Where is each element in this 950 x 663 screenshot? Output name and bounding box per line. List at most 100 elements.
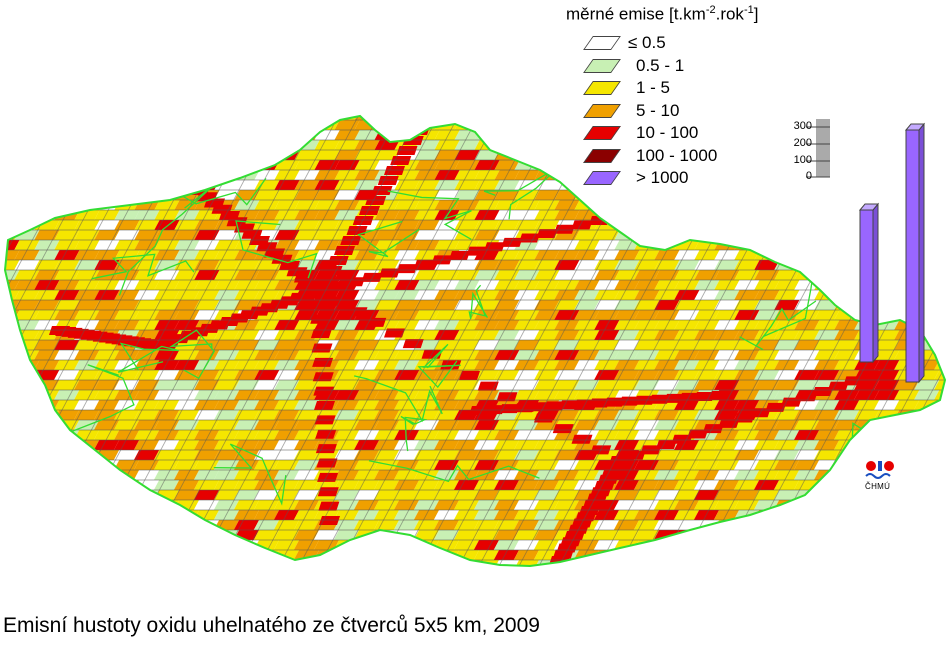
- grid-cell: [214, 120, 240, 130]
- grid-cell: [873, 540, 900, 550]
- grid-cell: [114, 170, 140, 180]
- grid-cell: [834, 220, 860, 230]
- grid-cell: [173, 550, 200, 560]
- grid-cell: [174, 170, 200, 180]
- grid-cell: [793, 520, 820, 530]
- grid-cell: [13, 450, 40, 460]
- grid-cell: [94, 116, 120, 120]
- grid-cell: [874, 160, 900, 170]
- grid-cell: [873, 510, 900, 520]
- grid-cell: [934, 260, 945, 270]
- grid-cell: [774, 230, 800, 240]
- grid-cell: [913, 560, 940, 566]
- grid-cell: [834, 570, 859, 580]
- grid-cell: [734, 180, 760, 190]
- grid-cell: [73, 480, 100, 490]
- grid-cell: [134, 140, 160, 150]
- grid-cell: [514, 570, 539, 580]
- grid-cell: [234, 140, 260, 150]
- grid-cell: [133, 500, 160, 510]
- grid-cell: [34, 130, 60, 140]
- grid-cell: [794, 220, 820, 230]
- legend-label: > 1000: [636, 168, 689, 187]
- grid-cell: [793, 510, 820, 520]
- grid-cell: [914, 570, 939, 580]
- grid-cell: [894, 116, 920, 120]
- grid-cell: [34, 570, 59, 580]
- grid-cell: [114, 160, 140, 170]
- grid-cell: [913, 430, 940, 440]
- grid-cell: [34, 150, 60, 160]
- grid-cell: [834, 230, 860, 240]
- grid-cell: [74, 190, 100, 200]
- grid-cell: [754, 220, 780, 230]
- grid-cell: [554, 570, 579, 580]
- grid-cell: [94, 170, 120, 180]
- grid-cell: [833, 460, 860, 470]
- grid-cell: [213, 560, 240, 566]
- grid-cell: [754, 140, 780, 150]
- grid-cell: [213, 540, 240, 550]
- grid-cell: [673, 550, 700, 560]
- grid-cell: [5, 420, 20, 430]
- grid-cell: [894, 570, 919, 580]
- grid-cell: [634, 190, 660, 200]
- grid-cell: [653, 560, 680, 566]
- grid-cell: [254, 570, 279, 580]
- legend-swatch: [583, 103, 621, 118]
- grid-cell: [813, 560, 840, 566]
- grid-cell: [934, 340, 945, 350]
- grid-cell: [913, 490, 940, 500]
- grid-cell: [154, 170, 180, 180]
- grid-cell: [14, 130, 40, 140]
- grid-cell: [614, 210, 640, 220]
- grid-cell: [94, 140, 120, 150]
- grid-cell: [5, 350, 20, 360]
- grid-cell: [794, 240, 820, 250]
- grid-cell: [754, 200, 780, 210]
- grid-cell: [694, 230, 720, 240]
- grid-cell: [693, 560, 720, 566]
- grid-cell: [53, 510, 80, 520]
- grid-cell: [693, 550, 720, 560]
- grid-cell: [73, 510, 100, 520]
- grid-cell: [114, 116, 140, 120]
- grid-cell: [773, 540, 800, 550]
- grid-cell: [514, 150, 540, 160]
- grid-cell: [54, 570, 79, 580]
- grid-cell: [74, 140, 100, 150]
- grid-cell: [94, 160, 120, 170]
- grid-cell: [874, 120, 900, 130]
- grid-cell: [174, 120, 200, 130]
- grid-cell: [873, 440, 900, 450]
- grid-cell: [74, 150, 100, 160]
- district-border: [468, 284, 488, 319]
- grid-cell: [634, 230, 660, 240]
- grid-cell: [753, 550, 780, 560]
- grid-cell: [114, 130, 140, 140]
- legend-swatch: [583, 148, 621, 163]
- grid-cell: [494, 116, 520, 120]
- grid-cell: [694, 220, 720, 230]
- grid-cell: [254, 140, 280, 150]
- grid-cell: [54, 140, 80, 150]
- grid-cell: [854, 120, 880, 130]
- grid-cell: [874, 130, 900, 140]
- grid-cell: [214, 130, 240, 140]
- grid-cell: [813, 540, 840, 550]
- grid-cell: [934, 170, 945, 180]
- grid-cell: [254, 150, 280, 160]
- grid-cell: [234, 570, 259, 580]
- grid-cell: [153, 540, 180, 550]
- grid-cell: [614, 200, 640, 210]
- grid-cell: [874, 116, 900, 120]
- grid-cell: [753, 540, 780, 550]
- grid-cell: [113, 500, 140, 510]
- grid-cell: [714, 210, 740, 220]
- grid-cell: [5, 120, 20, 130]
- grid-cell: [5, 360, 20, 370]
- grid-cell: [754, 180, 780, 190]
- grid-cell: [793, 560, 820, 566]
- grid-cell: [853, 530, 880, 540]
- grid-cell: [93, 520, 120, 530]
